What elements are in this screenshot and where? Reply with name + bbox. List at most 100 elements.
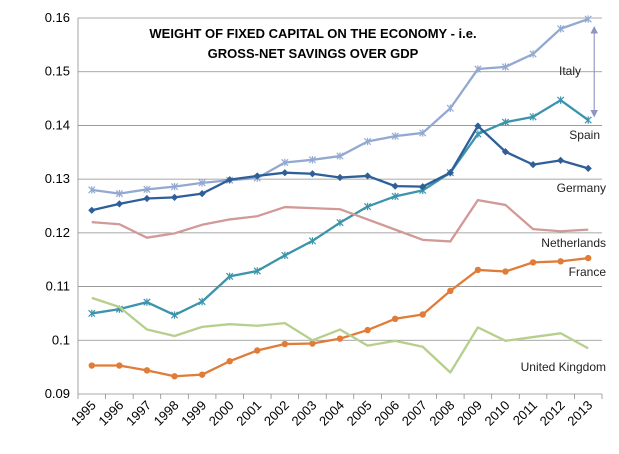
- series-line: [91, 99, 589, 317]
- data-point: [336, 335, 344, 342]
- data-point: [529, 161, 537, 169]
- y-tick-label: 0.13: [45, 171, 70, 186]
- data-point: [419, 129, 427, 137]
- data-point: [308, 170, 317, 178]
- data-point: [391, 315, 399, 322]
- data-point: [446, 104, 454, 112]
- data-point: [281, 251, 289, 260]
- data-point: [198, 371, 206, 378]
- data-point: [116, 362, 123, 369]
- y-tick-label: 0.1: [52, 332, 70, 347]
- x-tick-label: 2011: [510, 398, 540, 428]
- data-point: [529, 259, 537, 266]
- data-point: [88, 309, 96, 318]
- x-tick-label: 2005: [344, 398, 375, 429]
- data-point: [584, 15, 592, 23]
- series-italy: [88, 15, 592, 198]
- chart-title: WEIGHT OF FIXED CAPITAL ON THE ECONOMY -…: [149, 26, 476, 61]
- data-point: [308, 156, 317, 164]
- data-point: [474, 130, 482, 138]
- data-point: [143, 367, 151, 374]
- series-label-germany: Germany: [557, 181, 606, 195]
- series-label-spain: Spain: [569, 128, 600, 142]
- data-point: [88, 362, 95, 369]
- series-layer: [88, 15, 592, 380]
- data-point: [281, 158, 289, 167]
- data-point: [171, 373, 178, 380]
- data-point: [88, 206, 96, 214]
- x-tick-label: 2008: [426, 398, 457, 429]
- data-point: [419, 311, 426, 318]
- axis-layer: 0.090.10.110.120.130.140.150.16199519961…: [45, 10, 603, 429]
- data-point: [501, 148, 510, 156]
- y-tick-label: 0.12: [45, 225, 70, 240]
- data-point: [446, 169, 454, 177]
- series-label-italy: Italy: [559, 64, 581, 78]
- data-point: [170, 193, 179, 202]
- data-point: [198, 179, 206, 187]
- data-point: [115, 200, 123, 208]
- data-point: [419, 183, 427, 191]
- x-tick-label: 2004: [316, 398, 347, 429]
- data-point: [391, 192, 399, 201]
- x-tick-label: 2000: [206, 398, 237, 429]
- data-point: [364, 326, 371, 334]
- data-point: [363, 202, 372, 211]
- data-point: [363, 172, 372, 180]
- x-tick-label: 1996: [95, 398, 126, 429]
- data-point: [281, 169, 289, 177]
- x-tick-label: 2013: [564, 398, 595, 429]
- data-point: [198, 190, 206, 198]
- x-tick-label: 2006: [371, 398, 402, 429]
- chart-title-line-2: GROSS-NET SAVINGS OVER GDP: [208, 46, 419, 61]
- data-point: [143, 298, 151, 306]
- series-label-united-kingdom: United Kingdom: [521, 360, 606, 374]
- data-point: [501, 63, 510, 71]
- data-point: [529, 50, 537, 58]
- data-point: [529, 113, 537, 121]
- series-line: [91, 198, 589, 243]
- data-point: [557, 258, 564, 265]
- y-tick-label: 0.11: [46, 279, 70, 294]
- data-point: [309, 340, 316, 347]
- data-point: [336, 218, 344, 227]
- data-point: [170, 182, 179, 191]
- data-point: [254, 347, 261, 354]
- data-point: [502, 268, 509, 275]
- data-point: [226, 272, 234, 281]
- data-point: [198, 297, 206, 306]
- data-point: [308, 237, 317, 245]
- series-line: [91, 124, 589, 212]
- series-spain: [88, 96, 592, 319]
- y-tick-label: 0.14: [45, 117, 70, 132]
- data-point: [336, 173, 344, 182]
- x-tick-label: 1998: [151, 398, 182, 429]
- data-point: [363, 137, 372, 146]
- x-tick-label: 2001: [233, 398, 264, 429]
- data-point: [143, 185, 151, 194]
- data-point: [391, 132, 399, 140]
- series-france: [88, 254, 592, 380]
- data-point: [391, 182, 399, 190]
- data-point: [447, 287, 454, 295]
- x-tick-label: 1997: [123, 398, 154, 429]
- series-label-france: France: [569, 265, 607, 279]
- y-tick-label: 0.09: [45, 386, 70, 401]
- y-tick-label: 0.15: [45, 64, 70, 79]
- data-point: [584, 116, 592, 124]
- x-tick-label: 2012: [537, 398, 568, 429]
- x-tick-label: 2010: [482, 398, 513, 429]
- data-point: [336, 152, 344, 160]
- data-point: [474, 65, 482, 73]
- data-point: [557, 25, 565, 33]
- data-point: [557, 156, 565, 164]
- label-layer: Italy Spain Germany Netherlands France United…: [521, 64, 607, 374]
- x-tick-label: 2007: [399, 398, 430, 429]
- y-tick-label: 0.16: [45, 10, 70, 25]
- x-tick-label: 2003: [288, 398, 319, 429]
- series-line: [91, 256, 589, 378]
- data-point: [501, 118, 510, 126]
- data-point: [170, 311, 179, 319]
